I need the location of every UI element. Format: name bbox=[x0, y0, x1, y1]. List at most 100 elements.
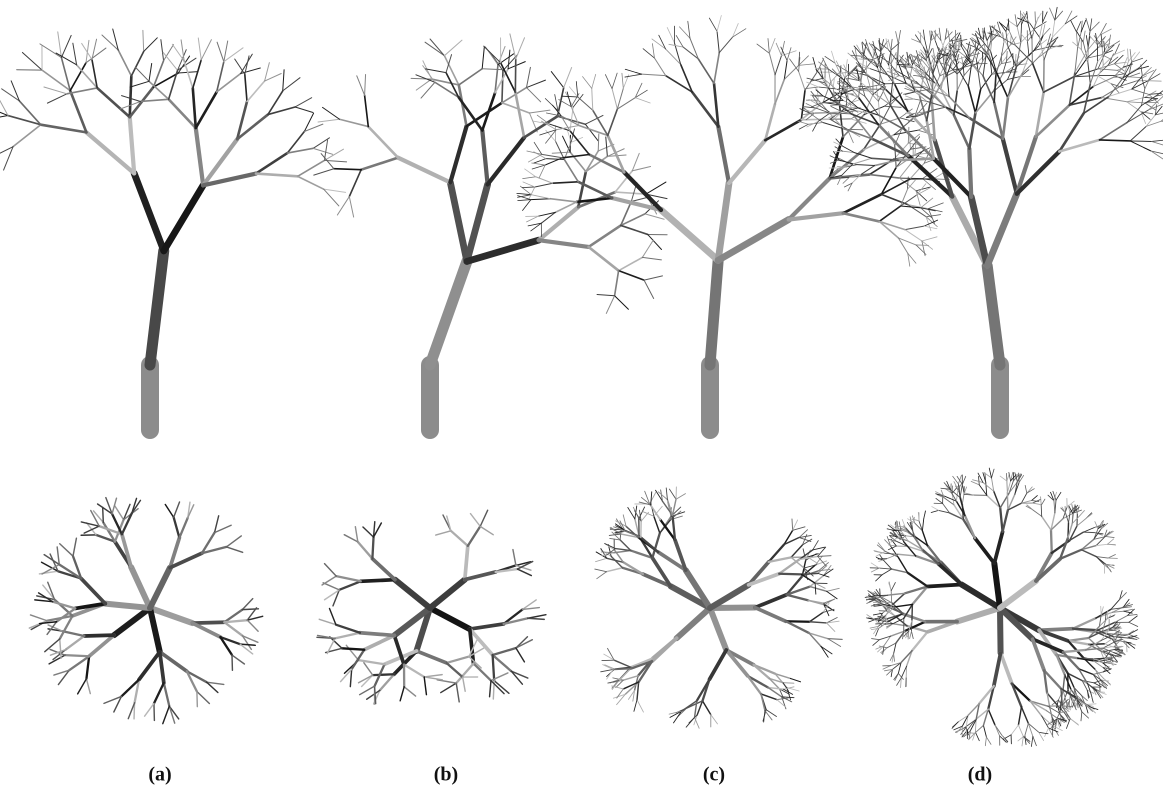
branch bbox=[891, 39, 892, 50]
branch bbox=[1148, 74, 1160, 81]
branch bbox=[518, 200, 531, 201]
branch bbox=[355, 527, 357, 542]
branch bbox=[224, 41, 228, 62]
branch bbox=[768, 39, 769, 54]
branch bbox=[1055, 500, 1056, 513]
branch bbox=[562, 96, 577, 97]
branch bbox=[589, 247, 619, 271]
branch bbox=[605, 75, 612, 89]
branch bbox=[364, 635, 394, 649]
branch bbox=[467, 184, 488, 261]
branch bbox=[30, 615, 47, 621]
branch bbox=[957, 608, 1000, 622]
branch bbox=[930, 31, 931, 41]
branch bbox=[522, 187, 535, 188]
branch bbox=[459, 69, 482, 85]
branch bbox=[994, 653, 1001, 686]
branch bbox=[830, 119, 848, 129]
branch bbox=[323, 583, 339, 590]
branch bbox=[1017, 27, 1021, 43]
branch bbox=[298, 160, 325, 176]
branch bbox=[352, 650, 365, 669]
branch bbox=[1031, 736, 1032, 746]
branch bbox=[1086, 18, 1090, 31]
branch bbox=[896, 32, 899, 44]
branch bbox=[976, 52, 978, 60]
branch bbox=[608, 109, 618, 135]
branch bbox=[1114, 76, 1126, 81]
branch bbox=[755, 595, 787, 608]
branch bbox=[916, 245, 926, 255]
branch bbox=[1130, 141, 1151, 151]
branch bbox=[912, 632, 927, 651]
branch bbox=[775, 56, 781, 75]
branch bbox=[994, 75, 996, 103]
branch bbox=[450, 182, 467, 261]
branch bbox=[769, 38, 775, 53]
branch bbox=[1091, 694, 1093, 702]
branch bbox=[882, 569, 892, 575]
branch bbox=[617, 689, 624, 698]
branch bbox=[1042, 716, 1049, 728]
branch bbox=[994, 532, 1002, 563]
branch bbox=[553, 182, 579, 183]
branch bbox=[529, 110, 550, 113]
branch bbox=[1128, 53, 1135, 62]
branch bbox=[932, 507, 939, 511]
branch bbox=[1108, 35, 1110, 48]
branch bbox=[526, 80, 545, 87]
branch bbox=[322, 576, 336, 585]
branch bbox=[569, 87, 577, 97]
branch bbox=[150, 608, 160, 652]
branch bbox=[570, 131, 589, 155]
branch bbox=[898, 530, 904, 541]
branch bbox=[368, 127, 398, 158]
branch bbox=[349, 170, 361, 197]
branch bbox=[606, 296, 614, 314]
branch bbox=[1063, 675, 1065, 691]
branch bbox=[490, 681, 491, 697]
branch bbox=[1007, 481, 1008, 493]
branch bbox=[613, 669, 630, 670]
branch bbox=[695, 717, 700, 728]
branch bbox=[145, 703, 154, 716]
branch bbox=[318, 119, 339, 122]
branch bbox=[86, 132, 134, 173]
branch bbox=[196, 128, 203, 185]
branch bbox=[952, 722, 958, 727]
branch bbox=[884, 561, 892, 569]
branch bbox=[201, 40, 211, 60]
branch bbox=[398, 158, 450, 183]
branch bbox=[1008, 74, 1022, 98]
branch bbox=[1081, 712, 1082, 721]
branch bbox=[1044, 77, 1074, 92]
branch bbox=[1128, 49, 1129, 62]
branch bbox=[245, 74, 247, 101]
branch bbox=[941, 89, 954, 114]
branch bbox=[1121, 81, 1136, 86]
branch bbox=[160, 652, 187, 671]
branch bbox=[360, 686, 375, 695]
branch bbox=[667, 27, 674, 42]
branch bbox=[769, 53, 775, 74]
branch bbox=[226, 536, 241, 547]
branch bbox=[597, 572, 607, 579]
branch bbox=[827, 588, 840, 591]
branch bbox=[130, 76, 132, 117]
branch bbox=[576, 82, 577, 97]
branch bbox=[47, 94, 66, 103]
branch bbox=[463, 677, 466, 691]
branch bbox=[901, 666, 906, 678]
branch bbox=[1141, 65, 1143, 76]
branch bbox=[361, 158, 398, 170]
branch bbox=[661, 210, 718, 260]
branch bbox=[65, 655, 89, 656]
branch bbox=[135, 67, 149, 81]
branch bbox=[614, 660, 631, 667]
branch bbox=[97, 88, 130, 117]
branch bbox=[502, 71, 503, 103]
branch bbox=[1041, 499, 1045, 505]
branch bbox=[612, 89, 617, 109]
branch bbox=[891, 582, 895, 590]
branch bbox=[1087, 704, 1096, 705]
